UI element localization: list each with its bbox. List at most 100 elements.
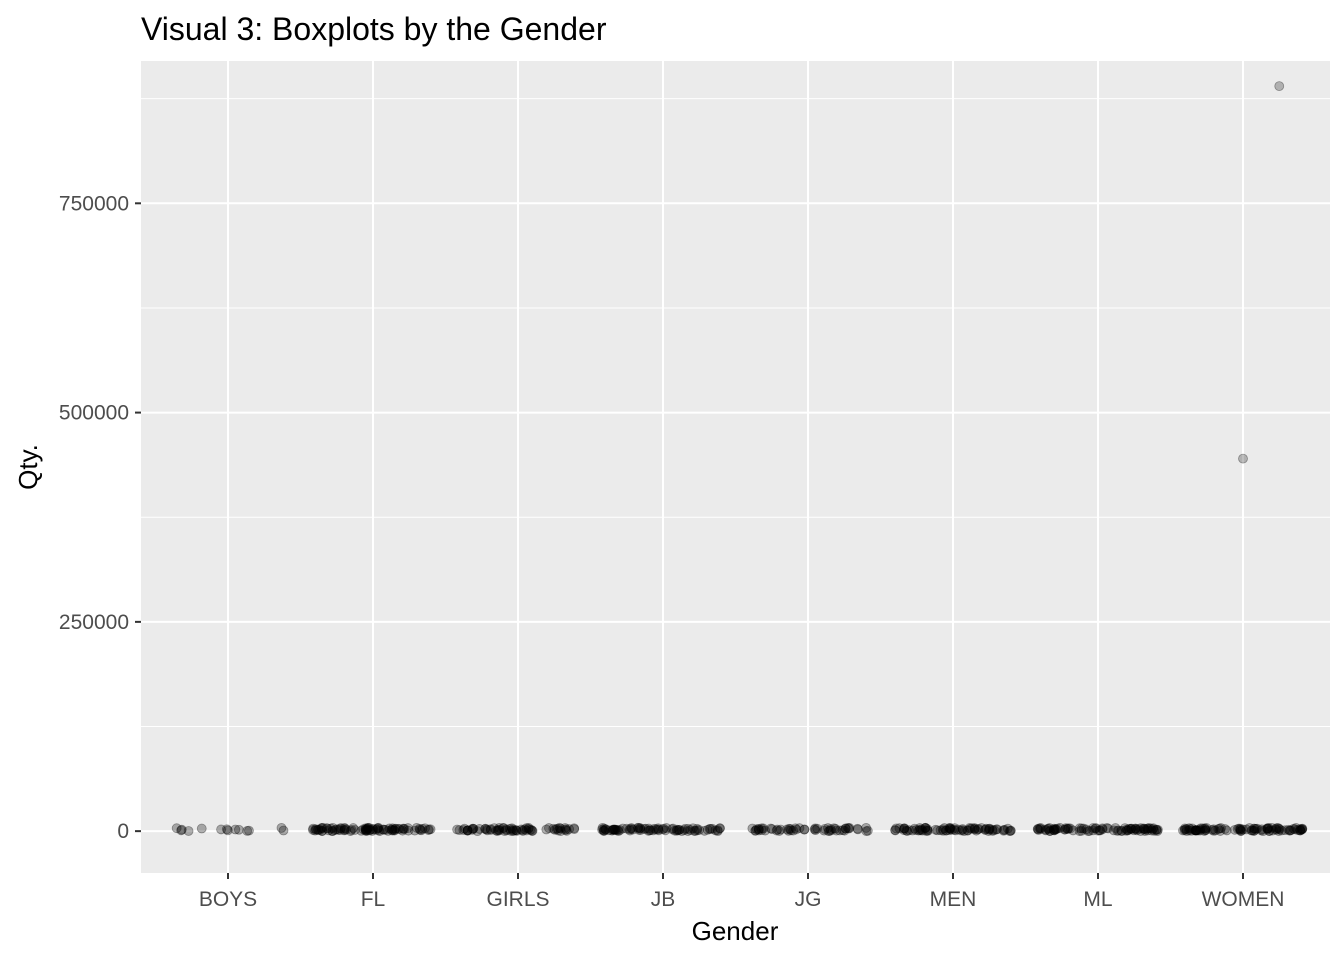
data-point <box>959 826 969 837</box>
data-point <box>348 823 359 833</box>
y-axis-title: Qty. <box>13 444 43 490</box>
data-point <box>710 825 721 836</box>
data-point <box>920 823 931 833</box>
data-point <box>715 823 725 834</box>
data-point <box>824 825 835 836</box>
data-point <box>1126 824 1137 834</box>
data-point <box>1135 826 1146 836</box>
data-point <box>1074 826 1085 836</box>
data-point <box>607 825 617 836</box>
data-point <box>890 825 901 835</box>
data-point <box>1276 825 1287 836</box>
data-point <box>462 825 473 836</box>
data-point <box>1262 823 1273 834</box>
data-point <box>1074 823 1085 834</box>
data-point <box>653 823 664 834</box>
data-point <box>639 824 650 834</box>
data-point <box>1146 825 1157 836</box>
data-point <box>1180 823 1190 834</box>
data-point <box>221 824 232 835</box>
data-point <box>518 826 528 836</box>
data-point <box>957 825 968 835</box>
data-point <box>671 825 682 836</box>
data-point <box>922 825 933 836</box>
data-point <box>608 824 619 835</box>
data-point <box>390 824 400 834</box>
data-point <box>1117 826 1127 836</box>
data-point <box>1113 825 1124 836</box>
data-point <box>1033 825 1044 835</box>
data-point <box>494 825 505 836</box>
data-point <box>913 825 924 836</box>
data-point <box>244 825 254 836</box>
data-point <box>964 823 975 833</box>
data-point <box>1112 825 1123 836</box>
data-point <box>327 826 338 837</box>
data-point <box>480 824 491 834</box>
data-point <box>945 822 956 833</box>
data-point <box>467 823 478 834</box>
data-point <box>526 824 537 835</box>
plot-panel <box>141 61 1330 873</box>
data-point <box>844 823 855 833</box>
data-point <box>971 825 982 836</box>
data-point <box>819 824 830 834</box>
data-point <box>1059 824 1070 835</box>
data-point <box>380 824 391 835</box>
data-point <box>425 824 436 835</box>
y-axis: 0 250000 500000 750000 <box>59 192 141 843</box>
data-point <box>1122 825 1133 836</box>
data-point <box>362 823 372 834</box>
data-point <box>692 823 703 834</box>
data-point <box>196 823 207 834</box>
data-point <box>1050 824 1060 835</box>
data-point <box>521 823 532 833</box>
data-point <box>472 826 483 837</box>
data-point <box>633 823 644 833</box>
data-point <box>458 825 469 835</box>
data-point <box>657 824 668 835</box>
data-point <box>635 823 646 834</box>
data-point <box>1088 823 1098 833</box>
data-point <box>316 823 327 833</box>
data-point <box>633 822 643 833</box>
x-axis-title: Gender <box>692 916 779 946</box>
data-point <box>315 825 325 835</box>
data-point <box>317 826 327 836</box>
data-point <box>1214 823 1225 834</box>
data-point <box>1297 824 1307 835</box>
data-point <box>899 823 910 834</box>
data-point <box>989 825 1000 836</box>
data-point <box>609 824 620 835</box>
data-point <box>1083 826 1093 837</box>
data-point <box>564 824 575 834</box>
data-point <box>525 824 535 835</box>
data-point <box>1142 823 1153 834</box>
data-point <box>676 826 687 837</box>
data-point <box>917 825 928 836</box>
data-point <box>862 825 873 836</box>
data-point <box>171 823 182 834</box>
data-point <box>489 823 500 834</box>
data-point <box>1291 823 1301 833</box>
data-point <box>387 824 398 835</box>
data-point <box>378 824 389 835</box>
data-point <box>688 823 698 834</box>
data-point <box>751 824 762 835</box>
data-point <box>1116 825 1127 836</box>
data-point <box>984 823 994 834</box>
data-point <box>834 825 845 836</box>
data-point <box>459 823 470 834</box>
data-point <box>508 826 518 837</box>
data-point <box>699 825 710 836</box>
data-point <box>980 824 991 835</box>
x-axis: BOYS FL GIRLS JB JG MEN ML WOMEN <box>199 873 1284 911</box>
data-point <box>1124 823 1134 834</box>
data-point <box>462 825 473 836</box>
data-point <box>689 826 700 836</box>
data-point <box>1190 825 1201 835</box>
data-point <box>414 823 425 834</box>
data-point <box>1140 826 1150 836</box>
data-point <box>1270 824 1281 834</box>
data-point <box>600 824 611 835</box>
